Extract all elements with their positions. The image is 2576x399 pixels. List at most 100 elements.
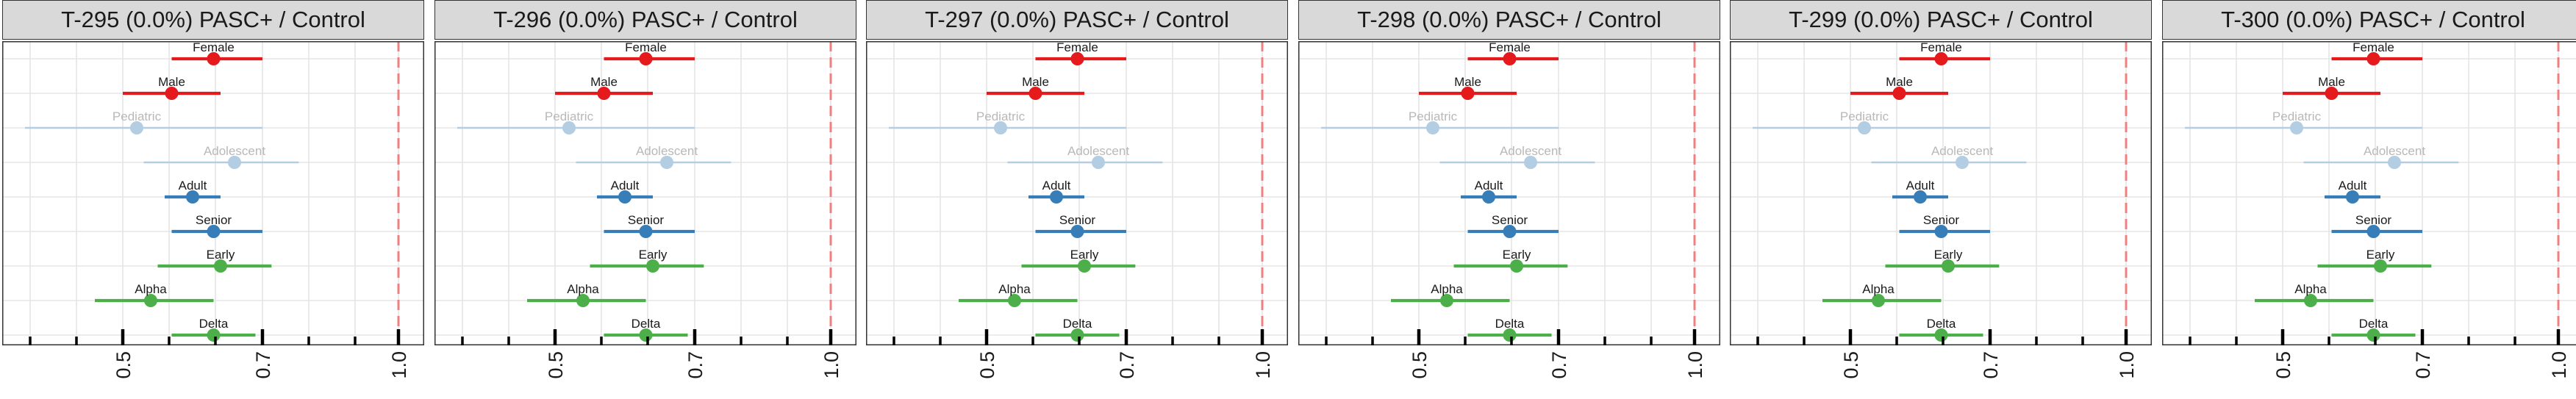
point-estimate bbox=[1503, 328, 1517, 342]
estimate-row-pediatric: Pediatric bbox=[2185, 109, 2422, 134]
point-label: Adolescent bbox=[1931, 144, 1993, 158]
point-label: Early bbox=[639, 248, 668, 262]
point-label: Early bbox=[2366, 248, 2395, 262]
estimate-row-pediatric: Pediatric bbox=[889, 109, 1126, 134]
x-tick-label: 1.0 bbox=[1252, 351, 1274, 379]
point-label: Adult bbox=[1042, 179, 1071, 193]
estimate-row-alpha: Alpha bbox=[1391, 282, 1510, 307]
point-label: Early bbox=[1934, 248, 1963, 262]
point-label: Adolescent bbox=[204, 144, 265, 158]
point-label: Adolescent bbox=[636, 144, 698, 158]
point-estimate bbox=[207, 328, 221, 342]
estimate-row-male: Male bbox=[555, 75, 653, 100]
x-tick-label: 0.5 bbox=[1409, 351, 1431, 379]
estimate-row-alpha: Alpha bbox=[527, 282, 646, 307]
point-estimate bbox=[618, 190, 632, 204]
estimate-row-delta: Delta bbox=[171, 317, 256, 342]
point-label: Male bbox=[2318, 75, 2345, 89]
x-tick-label: 0.5 bbox=[976, 351, 998, 379]
point-label: Alpha bbox=[567, 282, 599, 296]
x-axis: 0.5 0.7 1.0 bbox=[1756, 329, 2138, 379]
x-tick-label: 0.5 bbox=[1840, 351, 1862, 379]
point-estimate bbox=[1524, 156, 1537, 169]
panel-title: T-298 (0.0%) PASC+ / Control bbox=[1298, 0, 1720, 40]
point-estimate bbox=[186, 190, 199, 204]
plot-area: Female Male Pediatric Adolescent Adult Senior… bbox=[866, 41, 1288, 379]
x-tick-label: 1.0 bbox=[2116, 351, 2138, 379]
point-estimate bbox=[2304, 294, 2317, 307]
estimate-row-female: Female bbox=[2331, 41, 2422, 65]
point-estimate bbox=[207, 52, 221, 65]
estimate-row-adolescent: Adolescent bbox=[1439, 144, 1595, 169]
point-estimate bbox=[2290, 121, 2303, 134]
point-label: Delta bbox=[199, 317, 229, 331]
x-axis: 0.5 0.7 1.0 bbox=[892, 329, 1274, 379]
point-estimate bbox=[1942, 259, 1955, 273]
point-label: Pediatric bbox=[2272, 109, 2322, 123]
estimate-row-male: Male bbox=[123, 75, 221, 100]
point-estimate bbox=[144, 294, 157, 307]
point-estimate bbox=[1510, 259, 1523, 273]
point-label: Delta bbox=[632, 317, 661, 331]
point-label: Alpha bbox=[998, 282, 1031, 296]
point-estimate bbox=[165, 87, 179, 100]
point-label: Adolescent bbox=[1500, 144, 1561, 158]
plot-area: Female Male Pediatric Adolescent Adult Senior… bbox=[2162, 41, 2576, 379]
point-estimate bbox=[1934, 328, 1948, 342]
point-label: Pediatric bbox=[545, 109, 594, 123]
point-label: Adult bbox=[1906, 179, 1935, 193]
point-label: Pediatric bbox=[976, 109, 1026, 123]
estimate-row-female: Female bbox=[1035, 41, 1126, 65]
estimate-row-early: Early bbox=[1021, 248, 1136, 273]
estimate-row-female: Female bbox=[1467, 41, 1559, 65]
point-estimate bbox=[562, 121, 576, 134]
forest-panel: T-300 (0.0%) PASC+ / Control Female Male Pe… bbox=[2162, 0, 2576, 399]
point-estimate bbox=[1934, 52, 1948, 65]
estimate-row-pediatric: Pediatric bbox=[25, 109, 262, 134]
estimate-row-adolescent: Adolescent bbox=[1871, 144, 2027, 169]
estimate-row-senior: Senior bbox=[604, 213, 695, 238]
point-label: Delta bbox=[1063, 317, 1092, 331]
estimate-row-pediatric: Pediatric bbox=[1321, 109, 1559, 134]
point-estimate bbox=[130, 121, 143, 134]
point-estimate bbox=[2366, 328, 2380, 342]
point-estimate bbox=[1070, 328, 1084, 342]
estimate-row-adult: Adult bbox=[597, 179, 653, 204]
estimate-row-alpha: Alpha bbox=[2255, 282, 2374, 307]
estimate-row-female: Female bbox=[171, 41, 262, 65]
point-label: Adult bbox=[1475, 179, 1503, 193]
point-estimate bbox=[597, 87, 611, 100]
forest-panel: T-295 (0.0%) PASC+ / Control Female Male Pe… bbox=[2, 0, 424, 399]
estimate-row-female: Female bbox=[604, 41, 695, 65]
x-tick-label: 0.7 bbox=[252, 351, 274, 379]
panel-border bbox=[2, 41, 424, 345]
point-estimate bbox=[2325, 87, 2339, 100]
point-estimate bbox=[2346, 190, 2359, 204]
point-estimate bbox=[228, 156, 241, 169]
point-label: Delta bbox=[1495, 317, 1525, 331]
x-tick-label: 0.7 bbox=[1548, 351, 1570, 379]
point-label: Adult bbox=[2339, 179, 2367, 193]
point-label: Adult bbox=[179, 179, 207, 193]
plot-area: Female Male Pediatric Adolescent Adult Senior… bbox=[1298, 41, 1720, 379]
point-estimate bbox=[1028, 87, 1042, 100]
x-tick-label: 0.7 bbox=[1980, 351, 2002, 379]
point-estimate bbox=[1503, 225, 1517, 238]
estimate-row-female: Female bbox=[1899, 41, 1990, 65]
x-tick-label: 1.0 bbox=[1684, 351, 1706, 379]
point-label: Senior bbox=[1059, 213, 1095, 227]
estimate-row-delta: Delta bbox=[2331, 317, 2416, 342]
point-label: Male bbox=[1022, 75, 1049, 89]
forest-panel: T-296 (0.0%) PASC+ / Control Female Male Pe… bbox=[434, 0, 856, 399]
point-label: Senior bbox=[196, 213, 232, 227]
point-label: Male bbox=[1454, 75, 1481, 89]
x-tick-label: 1.0 bbox=[388, 351, 410, 379]
estimate-row-senior: Senior bbox=[171, 213, 262, 238]
panel-title: T-300 (0.0%) PASC+ / Control bbox=[2162, 0, 2576, 40]
x-axis: 0.5 0.7 1.0 bbox=[461, 329, 842, 379]
point-estimate bbox=[1050, 190, 1063, 204]
estimate-row-alpha: Alpha bbox=[95, 282, 214, 307]
point-label: Female bbox=[625, 41, 667, 54]
point-label: Alpha bbox=[1431, 282, 1463, 296]
